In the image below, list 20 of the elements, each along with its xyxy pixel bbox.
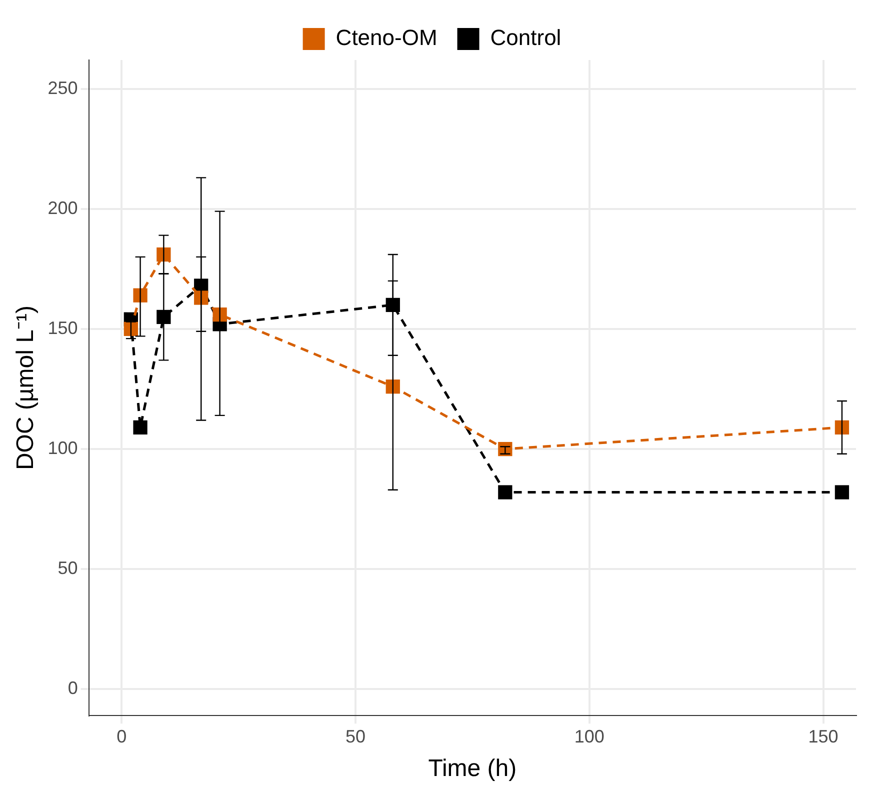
y-tick-label: 50 <box>58 558 78 578</box>
y-tick-label: 100 <box>48 438 78 458</box>
point <box>834 485 850 500</box>
y-tick-label: 150 <box>48 318 78 338</box>
x-tick-label: 100 <box>574 726 604 746</box>
legend-label: Control <box>490 25 562 50</box>
x-tick-label: 150 <box>808 726 838 746</box>
y-axis-title: DOC (µmol L⁻¹) <box>12 306 40 470</box>
point <box>498 485 512 500</box>
y-tick-label: 0 <box>68 678 78 698</box>
point <box>386 380 400 394</box>
x-tick-label: 0 <box>116 726 127 746</box>
legend-label: Cteno-OM <box>336 25 438 50</box>
y-tick-label: 250 <box>48 78 78 98</box>
x-axis-title: Time (h) <box>428 755 517 782</box>
point <box>194 290 208 305</box>
point <box>834 420 850 434</box>
point <box>386 298 400 312</box>
x-tick-label: 50 <box>345 726 366 746</box>
y-tick-label: 200 <box>48 198 78 218</box>
